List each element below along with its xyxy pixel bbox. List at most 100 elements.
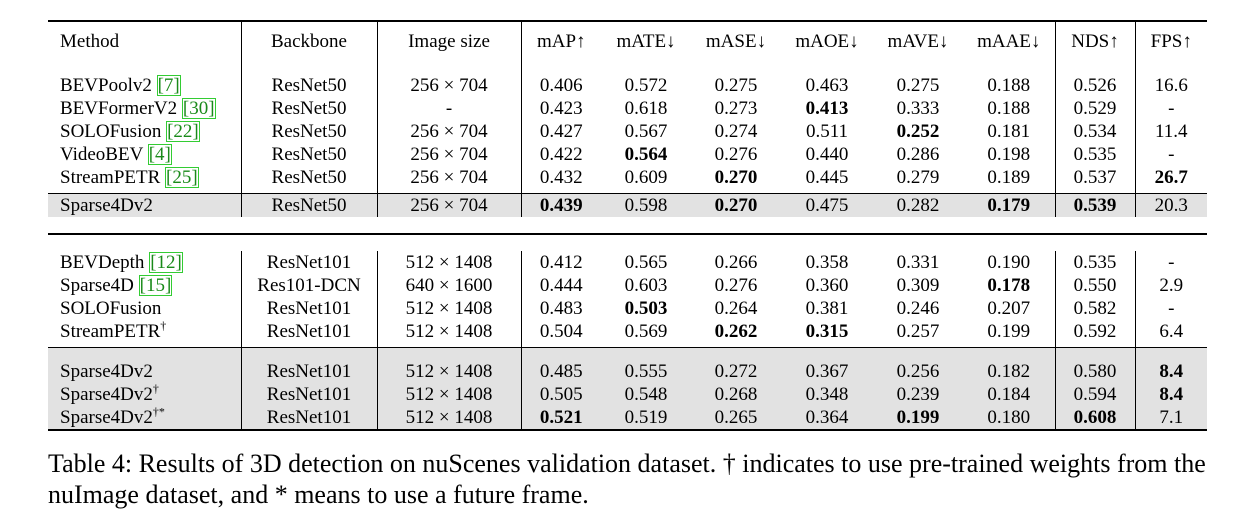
map-cell: 0.444 [520, 274, 601, 297]
method-name: Sparse4Dv2 [60, 195, 153, 216]
mate-cell: 0.503 [624, 298, 668, 319]
table-row: VideoBEV [4] ResNet50 256 × 704 0.422 0.564 0… [48, 143, 1207, 166]
table-row: StreamPETR [25] ResNet50 256 × 704 0.432 0.6… [48, 166, 1207, 194]
method-cell: Sparse4Dv2†* [48, 406, 241, 431]
nds-cell: 0.594 [1054, 383, 1135, 406]
mate-cell: 0.569 [624, 321, 668, 342]
mase-cell: 0.270 [691, 193, 781, 217]
mave-cell: 0.239 [873, 383, 963, 406]
header-map: mAP↑ [520, 20, 601, 62]
maae-cell: 0.199 [987, 321, 1031, 342]
maoe-cell: 0.475 [781, 193, 873, 217]
header-method: Method [48, 20, 241, 62]
citation-link[interactable]: [7] [156, 75, 181, 96]
fps-cell: 8.4 [1134, 383, 1207, 406]
nds-cell: 0.608 [1054, 406, 1135, 431]
backbone-cell: ResNet101 [240, 320, 377, 348]
mave-cell: 0.275 [896, 75, 940, 96]
header-mase: mASE↓ [691, 20, 781, 62]
image-size-cell: 512 × 1408 [376, 383, 521, 406]
mave-cell: 0.309 [896, 275, 940, 296]
map-cell: 0.423 [520, 97, 601, 120]
map-cell: 0.485 [520, 347, 601, 383]
table-row: StreamPETR† ResNet101 512 × 1408 0.504 0.569… [48, 320, 1207, 348]
backbone-cell: ResNet101 [240, 406, 377, 431]
header-maae: mAAE↓ [963, 20, 1055, 62]
maoe-cell: 0.381 [805, 298, 849, 319]
image-size-cell: 512 × 1408 [376, 347, 521, 383]
image-size-cell: 512 × 1408 [376, 406, 521, 431]
maoe-cell: 0.440 [805, 144, 849, 165]
mave-cell: 0.286 [896, 144, 940, 165]
mate-cell: 0.548 [601, 383, 691, 406]
method-cell: Sparse4Dv2 [48, 193, 241, 217]
fps-cell: - [1134, 97, 1207, 120]
map-cell: 0.427 [520, 120, 601, 143]
method-cell: Sparse4Dv2† [48, 383, 241, 406]
method-cell: BEVPoolv2 [7] [48, 62, 241, 97]
mase-cell: 0.265 [691, 406, 781, 431]
maoe-cell: 0.511 [805, 121, 849, 142]
nds-cell: 0.592 [1054, 320, 1135, 348]
maoe-cell: 0.358 [805, 252, 849, 273]
mate-cell: 0.618 [624, 98, 668, 119]
map-cell: 0.439 [520, 193, 601, 217]
image-size-cell: 256 × 704 [376, 193, 521, 217]
fps-cell: 2.9 [1134, 274, 1207, 297]
fps-cell: 16.6 [1134, 62, 1207, 97]
mase-cell: 0.275 [714, 75, 758, 96]
mase-cell: 0.262 [714, 321, 758, 342]
nds-cell: 0.529 [1054, 97, 1135, 120]
maoe-cell: 0.360 [805, 275, 849, 296]
image-size-cell: 512 × 1408 [376, 297, 521, 320]
maae-cell: 0.184 [963, 383, 1055, 406]
fps-cell: 26.7 [1134, 166, 1207, 194]
mave-cell: 0.333 [896, 98, 940, 119]
image-size-cell: 512 × 1408 [376, 251, 521, 274]
results-table-container: Method Backbone Image size mAP↑ mATE↓ mA… [48, 20, 1207, 431]
backbone-cell: ResNet50 [240, 143, 377, 166]
method-name: Sparse4Dv2 [60, 407, 153, 428]
method-name: SOLOFusion [60, 298, 162, 319]
citation-link[interactable]: [4] [147, 144, 172, 165]
table-caption: Table 4: Results of 3D detection on nuSc… [48, 449, 1206, 509]
maae-cell: 0.198 [987, 144, 1031, 165]
mate-cell: 0.567 [624, 121, 668, 142]
method-superscript: †* [152, 406, 165, 419]
map-cell: 0.432 [520, 166, 601, 194]
mave-cell: 0.199 [873, 406, 963, 431]
maae-cell: 0.207 [987, 298, 1031, 319]
citation-link[interactable]: [12] [149, 252, 183, 273]
method-superscript: † [152, 383, 159, 396]
citation-link[interactable]: [30] [181, 98, 216, 119]
backbone-cell: ResNet101 [240, 251, 377, 274]
citation-link[interactable]: [25] [165, 167, 199, 188]
mase-cell: 0.266 [714, 252, 758, 273]
header-image-size: Image size [376, 20, 521, 62]
method-cell: Sparse4D [15] [48, 274, 241, 297]
method-cell: StreamPETR [25] [48, 166, 241, 194]
mave-cell: 0.279 [896, 167, 940, 188]
method-name: Sparse4D [60, 275, 134, 296]
maae-cell: 0.181 [987, 121, 1031, 142]
maoe-cell: 0.413 [805, 98, 849, 119]
maae-cell: 0.188 [987, 75, 1031, 96]
table-row: SOLOFusion [22] ResNet50 256 × 704 0.427 0.5… [48, 120, 1207, 143]
mase-cell: 0.276 [714, 144, 758, 165]
citation-link[interactable]: [15] [138, 275, 173, 296]
header-maoe: mAOE↓ [781, 20, 873, 62]
results-table: Method Backbone Image size mAP↑ mATE↓ mA… [48, 20, 1207, 431]
maae-cell: 0.189 [987, 167, 1031, 188]
fps-cell: 20.3 [1134, 193, 1207, 217]
method-name: BEVFormerV2 [60, 98, 178, 119]
citation-link[interactable]: [22] [166, 121, 200, 142]
mase-cell: 0.274 [714, 121, 758, 142]
fps-cell: - [1134, 143, 1207, 166]
header-nds: NDS↑ [1054, 20, 1135, 62]
table-row: Sparse4Dv2† ResNet101 512 × 1408 0.505 0.548… [48, 383, 1207, 406]
mave-cell: 0.252 [896, 121, 940, 142]
map-cell: 0.504 [520, 320, 601, 348]
mase-cell: 0.270 [714, 167, 758, 188]
backbone-cell: ResNet50 [240, 166, 377, 194]
backbone-cell: ResNet101 [240, 297, 377, 320]
